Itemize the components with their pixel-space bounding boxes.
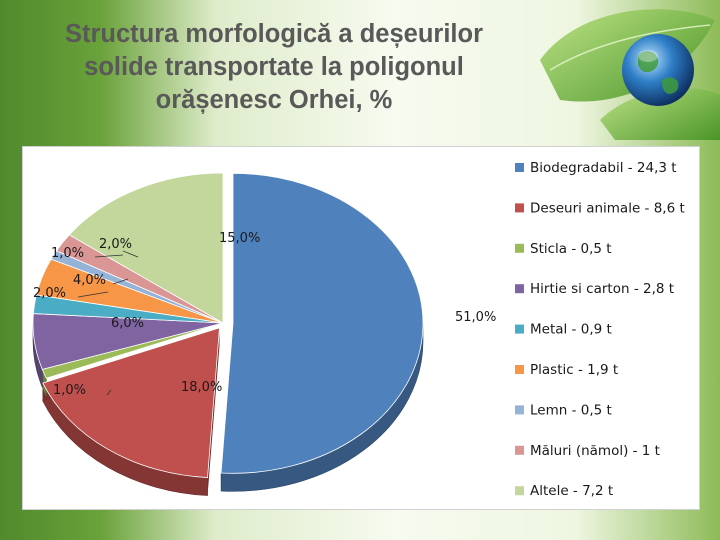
legend-swatch-2 [515, 243, 524, 253]
data-label-leader-6 [94, 254, 124, 258]
legend-swatch-8 [515, 486, 524, 496]
legend-item-4: Metal - 0,9 t [530, 322, 612, 338]
globe-leaf-decoration [540, 9, 720, 140]
data-label-7: 2,0% [99, 237, 132, 252]
legend-swatch-1 [515, 203, 524, 213]
data-label-leader-4 [77, 291, 109, 298]
data-label-0: 51,0% [455, 310, 496, 325]
legend-swatch-7 [515, 445, 524, 455]
data-label-6: 1,0% [51, 246, 84, 261]
legend-swatch-3 [515, 284, 524, 294]
slide-title: Structura morfologică a deșeurilor solid… [64, 20, 483, 114]
legend: Biodegradabil - 24,3 t Deseuri animale - … [515, 160, 685, 499]
data-label-3: 6,0% [111, 316, 144, 331]
legend-item-8: Altele - 7,2 t [530, 483, 613, 499]
legend-swatch-6 [515, 405, 524, 415]
data-label-1: 18,0% [181, 380, 222, 395]
legend-item-3: Hirtie si carton - 2,8 t [530, 281, 674, 297]
legend-swatch-5 [515, 365, 524, 374]
legend-item-5: Plastic - 1,9 t [530, 362, 618, 378]
legend-item-7: Măluri (nămol) - 1 t [530, 443, 660, 459]
data-label-layer: 51,0% 18,0% 1,0% 6,0% 2,0% 4,0% 1,0% 2,0% 15,0% [33, 231, 496, 398]
legend-swatch-4 [515, 324, 524, 334]
pie-slice-1 [42, 327, 220, 478]
legend-item-6: Lemn - 0,5 t [530, 402, 612, 418]
data-label-leader-7 [122, 250, 139, 258]
legend-swatch-0 [515, 163, 524, 172]
data-label-leader-5 [112, 278, 129, 285]
pie-slice-0 [220, 172, 424, 474]
data-label-5: 4,0% [73, 273, 106, 288]
data-label-4: 2,0% [33, 286, 66, 301]
data-label-2: 1,0% [53, 383, 86, 398]
data-label-8: 15,0% [219, 231, 260, 246]
legend-item-1: Deseuri animale - 8,6 t [530, 200, 685, 216]
pie-slice-8 [68, 172, 224, 324]
legend-item-0: Biodegradabil - 24,3 t [530, 160, 677, 176]
legend-item-2: Sticla - 0,5 t [530, 241, 612, 257]
pie-chart: 51,0%18,0%1,0%6,0%2,0%4,0%1,0%2,0% 15,0% … [32, 160, 685, 499]
data-label-leader-2 [106, 389, 112, 396]
pie-layer [32, 172, 424, 496]
chart-panel: 51,0% 18,0% 1,0% 6,0% 2,0% 4,0% 1,0% 2,0% 15,0% … [22, 146, 700, 510]
